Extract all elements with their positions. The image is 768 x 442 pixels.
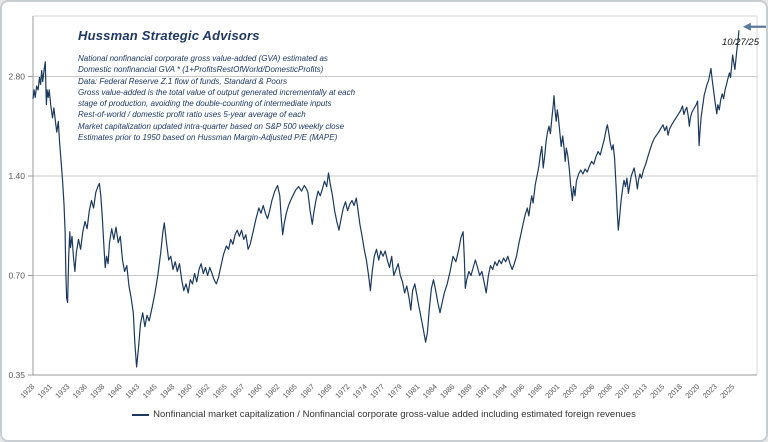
y-axis-label: 1.40 bbox=[8, 171, 25, 181]
x-axis-label: 2020 bbox=[683, 382, 701, 400]
x-axis-label: 2013 bbox=[631, 382, 649, 400]
x-axis-label: 1996 bbox=[508, 382, 526, 400]
x-axis-label: 2008 bbox=[596, 382, 614, 400]
x-axis-label: 1940 bbox=[106, 382, 124, 400]
x-axis-label: 2003 bbox=[561, 382, 579, 400]
x-axis-label: 1989 bbox=[456, 382, 474, 400]
y-axis-label: 0.70 bbox=[8, 271, 25, 281]
x-axis-label: 1957 bbox=[228, 382, 246, 400]
x-axis-label: 1967 bbox=[298, 382, 316, 400]
latest-date-label: 10/27/25 bbox=[722, 37, 759, 48]
x-axis-label: 2010 bbox=[613, 382, 631, 400]
x-axis-label: 1938 bbox=[88, 382, 106, 400]
x-axis-label: 1979 bbox=[386, 382, 404, 400]
x-axis-label: 1936 bbox=[71, 382, 89, 400]
x-axis-label: 1928 bbox=[18, 382, 36, 400]
x-axis-label: 1986 bbox=[438, 382, 456, 400]
x-axis-label: 1945 bbox=[141, 382, 159, 400]
x-axis-label: 2001 bbox=[543, 382, 561, 400]
x-axis-label: 2015 bbox=[648, 382, 666, 400]
legend-label: Nonfinancial market capitalization / Non… bbox=[153, 409, 636, 420]
x-axis-label: 2006 bbox=[578, 382, 596, 400]
x-axis-label: 1977 bbox=[368, 382, 386, 400]
x-axis-label: 1998 bbox=[526, 382, 544, 400]
x-axis-label: 2025 bbox=[718, 382, 736, 400]
series-line bbox=[32, 30, 740, 368]
x-axis-label: 1948 bbox=[158, 382, 176, 400]
x-axis-label: 1984 bbox=[421, 382, 439, 400]
x-axis-label: 1969 bbox=[316, 382, 334, 400]
x-axis-label: 1960 bbox=[246, 382, 264, 400]
x-axis-label: 1955 bbox=[211, 382, 229, 400]
x-axis-label: 2018 bbox=[666, 382, 684, 400]
x-axis-label: 1931 bbox=[36, 382, 54, 400]
x-axis-label: 1994 bbox=[491, 382, 509, 400]
x-axis-label: 1974 bbox=[351, 382, 369, 400]
x-axis-label: 1933 bbox=[53, 382, 71, 400]
left-arrow-icon bbox=[742, 22, 751, 31]
x-axis-label: 1972 bbox=[333, 382, 351, 400]
x-axis-label: 1981 bbox=[403, 382, 421, 400]
legend-line-marker bbox=[132, 413, 150, 416]
x-axis-label: 1943 bbox=[123, 382, 141, 400]
legend: Nonfinancial market capitalization / Non… bbox=[2, 409, 766, 420]
x-axis-label: 1950 bbox=[176, 382, 194, 400]
x-axis-label: 2023 bbox=[701, 382, 719, 400]
y-axis-label: 0.35 bbox=[8, 370, 25, 380]
x-axis-label: 1965 bbox=[281, 382, 299, 400]
x-axis-label: 1962 bbox=[263, 382, 281, 400]
x-axis-label: 1952 bbox=[193, 382, 211, 400]
y-axis-label: 2.80 bbox=[8, 72, 25, 82]
x-axis-label: 1991 bbox=[473, 382, 491, 400]
